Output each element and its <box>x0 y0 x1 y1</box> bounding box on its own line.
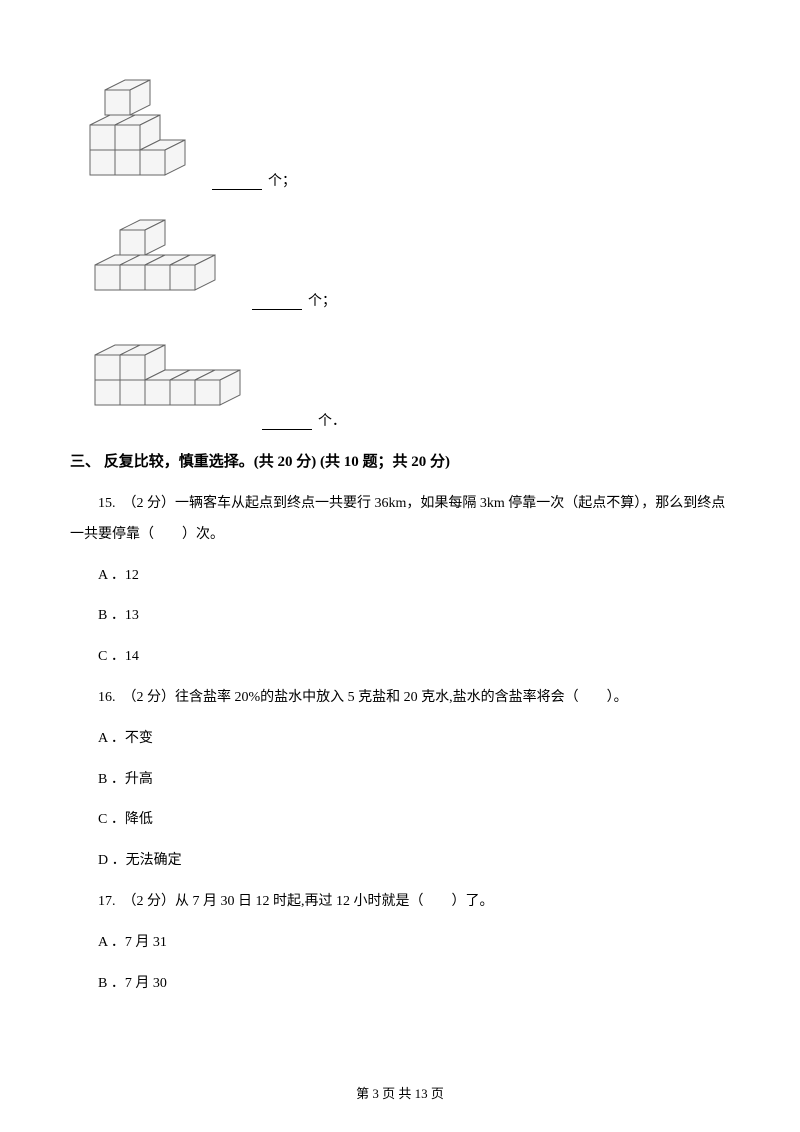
section-three-title: 三、 反复比较，慎重选择。(共 20 分) (共 10 题；共 20 分) <box>70 450 730 471</box>
cube-figure-2: 个； <box>70 210 730 310</box>
figure1-suffix: 个； <box>268 170 296 190</box>
cubes-svg-3 <box>70 330 260 430</box>
blank-fill-3[interactable] <box>262 416 312 430</box>
cubes-svg-2 <box>70 210 250 310</box>
q15-text: 15. （2 分）一辆客车从起点到终点一共要行 36km，如果每隔 3km 停靠… <box>70 489 730 551</box>
q16-option-c[interactable]: C ．降低 <box>70 805 730 836</box>
q17-option-b[interactable]: B ．7 月 30 <box>70 969 730 1000</box>
blank-fill-2[interactable] <box>252 296 302 310</box>
q15-option-a[interactable]: A ．12 <box>70 561 730 592</box>
q16-option-b[interactable]: B ．升高 <box>70 765 730 796</box>
q15-option-b[interactable]: B ．13 <box>70 601 730 632</box>
figure3-suffix: 个． <box>318 410 346 430</box>
blank-fill-1[interactable] <box>212 176 262 190</box>
cubes-svg-1 <box>70 60 210 190</box>
q17-text: 17. （2 分）从 7 月 30 日 12 时起,再过 12 小时就是（ ）了… <box>70 887 730 918</box>
figure2-suffix: 个； <box>308 290 336 310</box>
cube-figure-3: 个． <box>70 330 730 430</box>
q17-option-a[interactable]: A ．7 月 31 <box>70 928 730 959</box>
q16-option-a[interactable]: A ．不变 <box>70 724 730 755</box>
cube-figure-1: 个； <box>70 60 730 190</box>
q16-text: 16. （2 分）往含盐率 20%的盐水中放入 5 克盐和 20 克水,盐水的含… <box>70 683 730 714</box>
q15-option-c[interactable]: C ．14 <box>70 642 730 673</box>
page-footer: 第 3 页 共 13 页 <box>0 1083 800 1102</box>
q16-option-d[interactable]: D ．无法确定 <box>70 846 730 877</box>
